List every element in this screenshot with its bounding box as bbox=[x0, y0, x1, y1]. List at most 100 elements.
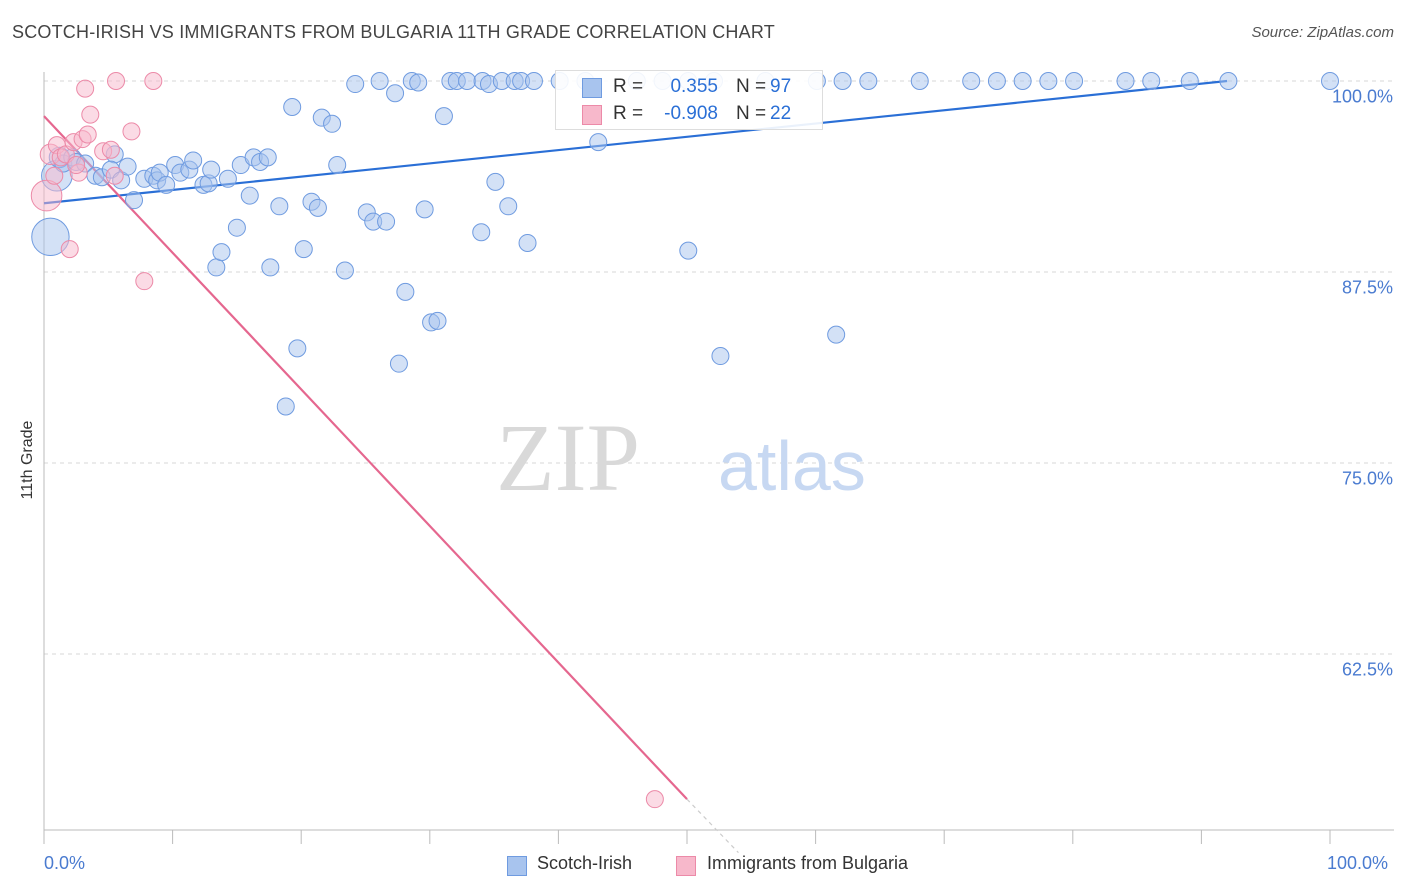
data-point bbox=[377, 212, 396, 231]
chart-title: SCOTCH-IRISH VS IMMIGRANTS FROM BULGARIA… bbox=[12, 22, 775, 42]
data-point bbox=[30, 179, 63, 212]
legend-n-label: N = bbox=[736, 76, 767, 97]
data-point bbox=[833, 72, 852, 90]
watermark-zip: ZIP bbox=[496, 404, 640, 511]
bottom-legend-swatch-pink bbox=[676, 856, 696, 876]
data-point bbox=[434, 107, 453, 126]
data-point bbox=[859, 72, 878, 90]
legend-n-value: 97 bbox=[770, 76, 792, 97]
data-point bbox=[1039, 72, 1058, 90]
legend-n-label: N = bbox=[736, 103, 767, 124]
legend-n-value: 22 bbox=[770, 103, 792, 124]
bottom-legend-swatch-blue bbox=[507, 856, 527, 876]
data-point bbox=[184, 151, 203, 170]
legend-row-scotch-irish: R = 0.355 N = 97 bbox=[556, 74, 822, 100]
data-point bbox=[346, 75, 365, 94]
data-point bbox=[389, 354, 408, 373]
legend-r-label: R = bbox=[613, 76, 644, 97]
data-point bbox=[207, 258, 226, 277]
data-point bbox=[409, 73, 428, 92]
data-point bbox=[1142, 72, 1161, 90]
x-tick-label: 0.0% bbox=[44, 853, 86, 873]
data-point bbox=[308, 198, 327, 217]
data-point bbox=[81, 105, 100, 124]
trend-line bbox=[43, 79, 1228, 205]
data-point bbox=[1219, 72, 1238, 90]
data-point bbox=[396, 282, 415, 301]
data-point bbox=[202, 160, 221, 179]
data-point bbox=[101, 140, 120, 159]
data-point bbox=[827, 325, 846, 344]
data-point bbox=[415, 200, 434, 219]
data-point bbox=[910, 72, 929, 90]
data-point bbox=[157, 175, 176, 194]
data-point bbox=[31, 217, 70, 257]
bottom-legend-scotch-irish: Scotch-Irish bbox=[537, 853, 633, 873]
data-point bbox=[1065, 72, 1084, 90]
data-point bbox=[987, 72, 1006, 90]
y-tick-label: 75.0% bbox=[1341, 468, 1393, 489]
data-point bbox=[518, 233, 537, 252]
data-point bbox=[227, 218, 246, 237]
chart-source: Source: ZipAtlas.com bbox=[1251, 24, 1394, 41]
data-point bbox=[122, 122, 141, 141]
legend-row-bulgaria: R = -0.908 N = 22 bbox=[556, 101, 822, 127]
data-point bbox=[144, 72, 163, 90]
trend-lines bbox=[43, 79, 1228, 854]
data-point bbox=[472, 223, 491, 242]
data-point bbox=[428, 311, 447, 330]
trend-line bbox=[43, 115, 688, 800]
data-point bbox=[261, 258, 280, 277]
data-point bbox=[486, 172, 505, 191]
legend-swatch-blue bbox=[582, 78, 602, 98]
y-tick-label: 62.5% bbox=[1341, 659, 1393, 680]
data-point bbox=[328, 156, 347, 175]
legend-r-value: -0.908 bbox=[664, 103, 718, 124]
data-point bbox=[60, 240, 79, 259]
data-point bbox=[270, 197, 289, 216]
data-point bbox=[294, 240, 313, 259]
data-point bbox=[240, 186, 259, 205]
data-point bbox=[76, 79, 95, 98]
bottom-legend-bulgaria: Immigrants from Bulgaria bbox=[707, 853, 909, 873]
legend-r-label: R = bbox=[613, 103, 644, 124]
y-axis-label: 11th Grade bbox=[19, 420, 36, 500]
data-point bbox=[135, 272, 154, 291]
data-point bbox=[258, 148, 277, 167]
data-point bbox=[45, 166, 64, 185]
data-point bbox=[1180, 72, 1199, 90]
data-point bbox=[679, 241, 698, 260]
watermark: ZIP atlas bbox=[496, 404, 866, 511]
data-point bbox=[1013, 72, 1032, 90]
data-point bbox=[288, 339, 307, 358]
scatter-points bbox=[30, 72, 1339, 809]
data-point bbox=[212, 243, 231, 262]
y-tick-label: 100.0% bbox=[1331, 86, 1393, 107]
data-point bbox=[524, 72, 543, 90]
data-point bbox=[107, 72, 126, 90]
data-point bbox=[711, 347, 730, 366]
data-point bbox=[105, 166, 124, 185]
data-point bbox=[78, 125, 97, 144]
data-point bbox=[125, 191, 144, 210]
data-point bbox=[1116, 72, 1135, 90]
data-point bbox=[118, 157, 137, 176]
data-point bbox=[323, 114, 342, 133]
data-point bbox=[370, 72, 389, 90]
data-point bbox=[67, 156, 86, 175]
data-point bbox=[458, 72, 477, 90]
data-point bbox=[645, 790, 664, 809]
data-point bbox=[218, 169, 237, 188]
trend-line-extension bbox=[686, 798, 739, 854]
data-point bbox=[276, 397, 295, 416]
data-point bbox=[283, 97, 302, 116]
data-point bbox=[962, 72, 981, 90]
legend: R = 0.355 N = 97 R = -0.908 N = 22 bbox=[555, 70, 823, 130]
legend-r-value: 0.355 bbox=[670, 76, 718, 97]
data-point bbox=[589, 133, 608, 152]
x-tick-label: 100.0% bbox=[1327, 853, 1389, 873]
data-point bbox=[1321, 72, 1339, 90]
data-point bbox=[335, 261, 354, 280]
axes bbox=[43, 72, 1394, 844]
